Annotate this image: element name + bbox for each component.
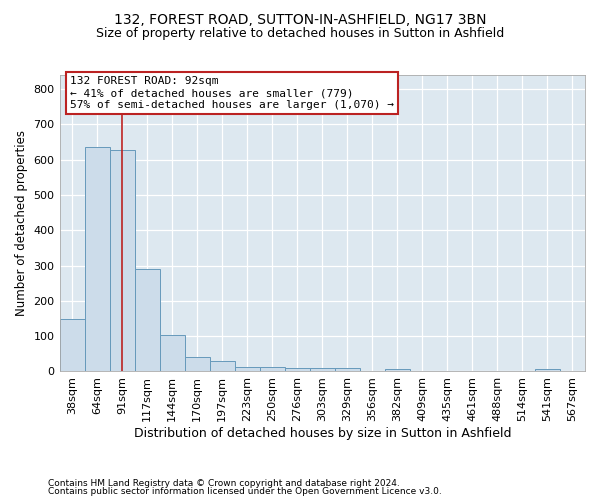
Bar — [59, 318, 85, 372]
Bar — [235, 367, 260, 372]
Text: Size of property relative to detached houses in Sutton in Ashfield: Size of property relative to detached ho… — [96, 28, 504, 40]
Bar — [209, 361, 235, 372]
Bar — [335, 368, 360, 372]
Bar — [185, 356, 209, 372]
Bar — [110, 150, 134, 372]
Bar — [285, 368, 310, 372]
Bar — [310, 368, 335, 372]
Text: 132, FOREST ROAD, SUTTON-IN-ASHFIELD, NG17 3BN: 132, FOREST ROAD, SUTTON-IN-ASHFIELD, NG… — [114, 12, 486, 26]
Text: 132 FOREST ROAD: 92sqm
← 41% of detached houses are smaller (779)
57% of semi-de: 132 FOREST ROAD: 92sqm ← 41% of detached… — [70, 76, 394, 110]
Bar — [85, 148, 110, 372]
Text: Contains public sector information licensed under the Open Government Licence v3: Contains public sector information licen… — [48, 487, 442, 496]
Bar — [134, 269, 160, 372]
Bar — [385, 368, 410, 372]
Bar — [260, 367, 285, 372]
Text: Contains HM Land Registry data © Crown copyright and database right 2024.: Contains HM Land Registry data © Crown c… — [48, 478, 400, 488]
Y-axis label: Number of detached properties: Number of detached properties — [15, 130, 28, 316]
Bar — [160, 335, 185, 372]
Bar — [535, 368, 560, 372]
X-axis label: Distribution of detached houses by size in Sutton in Ashfield: Distribution of detached houses by size … — [134, 427, 511, 440]
